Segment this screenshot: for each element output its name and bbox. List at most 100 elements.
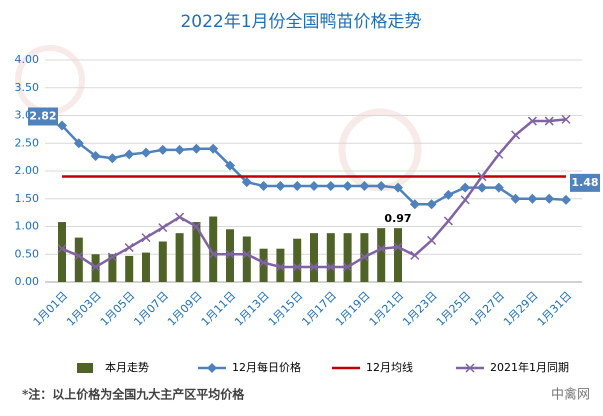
bar [125, 255, 134, 282]
marker [493, 182, 504, 193]
y-tick-label: 1.00 [15, 220, 40, 233]
marker [359, 252, 369, 262]
callout-box [28, 107, 58, 126]
bar [142, 252, 150, 282]
legend-marker [207, 363, 217, 373]
legend-swatch [77, 363, 93, 373]
bar [276, 248, 285, 282]
marker [510, 193, 521, 204]
bar [158, 241, 167, 282]
y-tick-label: 1.50 [15, 192, 40, 205]
marker [124, 243, 134, 253]
marker [393, 182, 403, 193]
marker [527, 116, 537, 126]
marker [208, 143, 219, 154]
marker [275, 180, 286, 191]
marker [443, 189, 454, 200]
marker [141, 233, 151, 243]
bar [259, 248, 268, 282]
marker [477, 172, 487, 182]
marker [90, 151, 101, 162]
marker [57, 244, 67, 254]
marker [309, 262, 319, 272]
marker [410, 250, 420, 260]
marker [275, 262, 285, 272]
footnote: *注：以上价格为全国九大主产区平均价格 [22, 387, 245, 402]
data-label: 2.82 [29, 109, 56, 122]
bar [377, 228, 386, 282]
marker [107, 252, 117, 262]
data-label: 0.97 [384, 212, 411, 225]
marker [242, 249, 252, 259]
y-tick-label: 0.00 [15, 275, 40, 288]
marker [208, 249, 218, 259]
marker [73, 138, 84, 149]
marker [376, 244, 386, 254]
marker [191, 143, 202, 154]
legend-label: 2021年1月同期 [490, 360, 569, 374]
y-tick-label: 2.00 [15, 164, 40, 177]
marker [561, 194, 571, 205]
y-tick-label: 2.50 [15, 136, 40, 149]
callout-box [570, 173, 600, 192]
marker [511, 130, 521, 140]
legend-label: 12月均线 [366, 360, 413, 374]
legend-label: 12月每日价格 [232, 360, 301, 374]
bar [74, 237, 83, 282]
bar [58, 222, 66, 282]
marker [376, 180, 387, 191]
marker [325, 180, 336, 191]
bar [108, 254, 117, 282]
bar [326, 233, 335, 282]
chart-title: 2022年1月份全国鸭苗价格走势 [180, 12, 421, 32]
marker [225, 160, 235, 171]
marker [460, 182, 471, 193]
bar [343, 233, 352, 282]
marker [426, 199, 437, 210]
marker [258, 180, 269, 191]
y-tick-label: 0.50 [15, 247, 40, 260]
marker [124, 149, 135, 160]
data-label: 1.48 [571, 176, 598, 189]
marker [494, 149, 504, 159]
marker [359, 180, 370, 191]
bar [293, 238, 302, 282]
bar [394, 228, 402, 282]
marker [225, 249, 235, 259]
bar [242, 236, 251, 282]
marker [91, 262, 101, 272]
marker [175, 212, 185, 222]
marker [561, 114, 571, 124]
marker [544, 116, 554, 126]
marker [259, 258, 269, 268]
bar [192, 222, 201, 282]
marker [393, 242, 403, 252]
marker [427, 235, 437, 245]
marker [544, 193, 555, 204]
y-tick-label: 4.00 [15, 53, 40, 66]
bar [209, 216, 218, 282]
marker [527, 193, 538, 204]
marker [292, 180, 303, 191]
marker [157, 144, 168, 155]
marker [191, 221, 201, 232]
bar [226, 229, 234, 282]
marker [460, 195, 470, 205]
marker [343, 262, 353, 272]
legend-marker [465, 363, 475, 373]
marker [409, 199, 420, 210]
marker [158, 223, 168, 233]
marker [74, 251, 84, 261]
y-tick-label: 3.50 [15, 81, 40, 94]
marker [477, 182, 487, 193]
marker [326, 262, 336, 272]
bar [175, 233, 184, 282]
marker [107, 153, 118, 164]
marker [141, 147, 151, 158]
marker [57, 120, 67, 131]
legend-label: 本月走势 [105, 360, 149, 374]
marker [292, 262, 302, 272]
watermark: 中禽网 [551, 387, 590, 403]
marker [342, 180, 353, 191]
